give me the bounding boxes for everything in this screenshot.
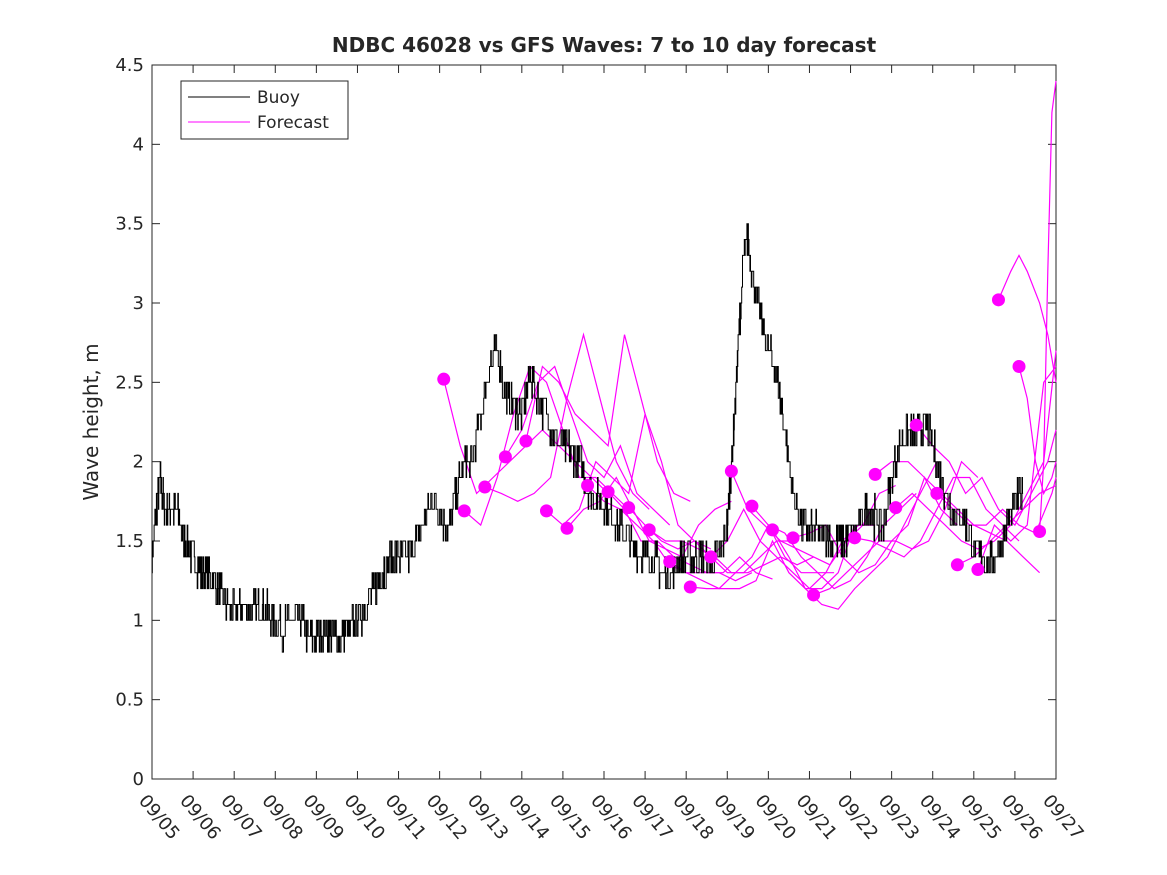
forecast-marker xyxy=(745,499,759,513)
y-tick-label: 0.5 xyxy=(115,690,144,711)
forecast-line xyxy=(895,350,1057,550)
forecast-marker xyxy=(786,531,800,545)
forecast-marker xyxy=(683,580,697,594)
y-tick-label: 3.5 xyxy=(115,214,144,235)
forecast-marker xyxy=(807,588,821,602)
y-tick-label: 2.5 xyxy=(115,372,144,393)
forecast-line xyxy=(751,492,917,590)
forecast-marker xyxy=(765,523,779,537)
forecast-line xyxy=(546,411,712,550)
forecast-line xyxy=(690,524,856,590)
forecast-marker xyxy=(930,486,944,500)
forecast-marker xyxy=(622,501,636,515)
forecast-line xyxy=(1039,80,1057,532)
y-axis-ticks: 0 0.5 1 1.5 2 2.5 3 3.5 4 4.5 xyxy=(115,55,1056,790)
forecast-marker xyxy=(1033,524,1047,538)
legend-buoy-label: Buoy xyxy=(257,88,300,108)
forecast-line xyxy=(463,365,630,527)
forecast-line xyxy=(669,523,835,590)
forecast-marker xyxy=(889,501,903,515)
y-tick-label: 2 xyxy=(133,452,144,473)
forecast-marker xyxy=(437,372,451,386)
y-tick-label: 1.5 xyxy=(115,531,144,552)
forecast-lines xyxy=(443,80,1057,610)
y-axis-label: Wave height, m xyxy=(79,343,103,500)
forecast-marker xyxy=(560,521,574,535)
forecast-line xyxy=(771,461,938,610)
forecast-line xyxy=(1018,366,1057,496)
forecast-marker xyxy=(1012,359,1026,373)
forecast-marker xyxy=(724,464,738,478)
y-tick-label: 4.5 xyxy=(115,55,144,76)
forecast-marker xyxy=(478,480,492,494)
forecast-line xyxy=(936,477,1057,534)
legend-forecast-label: Forecast xyxy=(257,113,329,133)
forecast-marker xyxy=(539,504,553,518)
forecast-marker xyxy=(581,478,595,492)
y-tick-label: 3 xyxy=(133,293,144,314)
forecast-line xyxy=(648,529,814,574)
forecast-marker xyxy=(848,531,862,545)
forecast-line xyxy=(997,254,1057,383)
forecast-marker xyxy=(519,434,533,448)
forecast-marker xyxy=(991,293,1005,307)
chart-title: NDBC 46028 vs GFS Waves: 7 to 10 day for… xyxy=(332,33,877,57)
forecast-marker xyxy=(868,467,882,481)
axes-box xyxy=(151,64,1057,780)
legend: Buoy Forecast xyxy=(180,80,349,140)
forecast-markers xyxy=(437,293,1047,602)
y-tick-label: 4 xyxy=(133,134,144,155)
forecast-line xyxy=(854,476,1020,558)
forecast-marker xyxy=(950,558,964,572)
forecast-marker xyxy=(498,450,512,464)
forecast-marker xyxy=(909,418,923,432)
forecast-line xyxy=(525,334,691,502)
y-tick-label: 1 xyxy=(133,610,144,631)
forecast-marker xyxy=(601,485,615,499)
forecast-marker xyxy=(642,523,656,537)
y-tick-label: 0 xyxy=(133,769,144,790)
forecast-marker xyxy=(971,563,985,577)
plot-area xyxy=(151,80,1057,653)
forecast-marker xyxy=(704,550,718,564)
forecast-marker xyxy=(457,504,471,518)
legend-box xyxy=(180,80,349,140)
forecast-marker xyxy=(663,555,677,569)
